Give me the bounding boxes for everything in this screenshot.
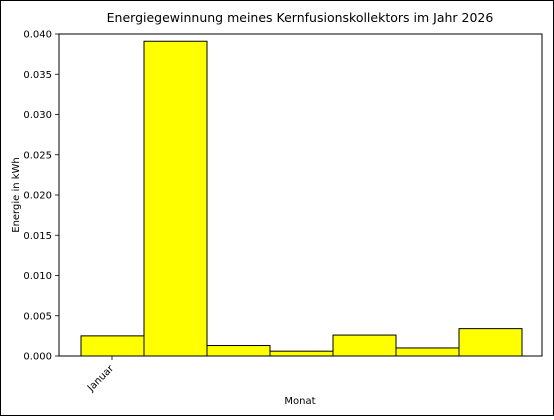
bar — [269, 350, 334, 357]
y-tick-label: 0.000 — [23, 352, 52, 363]
x-axis: Januar — [85, 356, 117, 394]
bar — [395, 347, 460, 357]
axes-frame — [58, 33, 543, 357]
y-tick-label: 0.025 — [23, 150, 52, 161]
y-tick-label: 0.020 — [23, 191, 52, 202]
bar — [458, 328, 523, 357]
y-axis: 0.000 0.005 0.010 0.015 0.020 0.025 0.030 0.035… — [23, 30, 59, 363]
chart-title: Energiegewinnung meines Kernfusionskolle… — [107, 10, 494, 25]
bar — [143, 40, 208, 357]
y-tick-label: 0.035 — [23, 70, 52, 81]
bar — [332, 334, 397, 357]
y-tick-label: 0.015 — [23, 231, 52, 242]
y-tick-label: 0.030 — [23, 110, 52, 121]
y-axis-label: Energie in kWh — [11, 157, 22, 233]
bar — [206, 345, 271, 357]
y-tick-label: 0.010 — [23, 271, 52, 282]
y-tick-label: 0.005 — [23, 311, 52, 322]
y-tick-label: 0.040 — [23, 30, 52, 41]
bar — [80, 335, 145, 357]
bars-group — [80, 40, 523, 357]
x-tick-label: Januar — [85, 363, 117, 395]
x-axis-label: Monat — [284, 396, 315, 407]
